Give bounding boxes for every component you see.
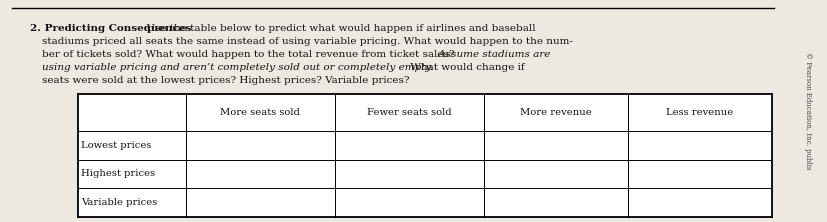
Bar [78,94,771,217]
Text: More revenue: More revenue [519,108,591,117]
Text: Highest prices: Highest prices [81,169,155,178]
Text: Fewer seats sold: Fewer seats sold [366,108,452,117]
Text: More seats sold: More seats sold [220,108,299,117]
Text: Variable prices: Variable prices [81,198,157,207]
Text: Lowest prices: Lowest prices [81,141,151,150]
Text: ber of tickets sold? What would happen to the total revenue from ticket sales?: ber of tickets sold? What would happen t… [42,50,454,59]
Text: © Pearson Education, Inc. publis: © Pearson Education, Inc. publis [803,52,811,170]
Text: using variable pricing and aren’t completely sold out or completely empty.: using variable pricing and aren’t comple… [42,63,433,72]
Text: Use the table below to predict what would happen if airlines and baseball: Use the table below to predict what woul… [143,24,535,33]
Text: 2. Predicting Consequences: 2. Predicting Consequences [30,24,191,33]
Text: What would change if: What would change if [407,63,524,72]
Text: Assume stadiums are: Assume stadiums are [434,50,550,59]
Text: Less revenue: Less revenue [666,108,733,117]
Text: stadiums priced all seats the same instead of using variable pricing. What would: stadiums priced all seats the same inste… [42,37,572,46]
Text: seats were sold at the lowest prices? Highest prices? Variable prices?: seats were sold at the lowest prices? Hi… [42,76,409,85]
